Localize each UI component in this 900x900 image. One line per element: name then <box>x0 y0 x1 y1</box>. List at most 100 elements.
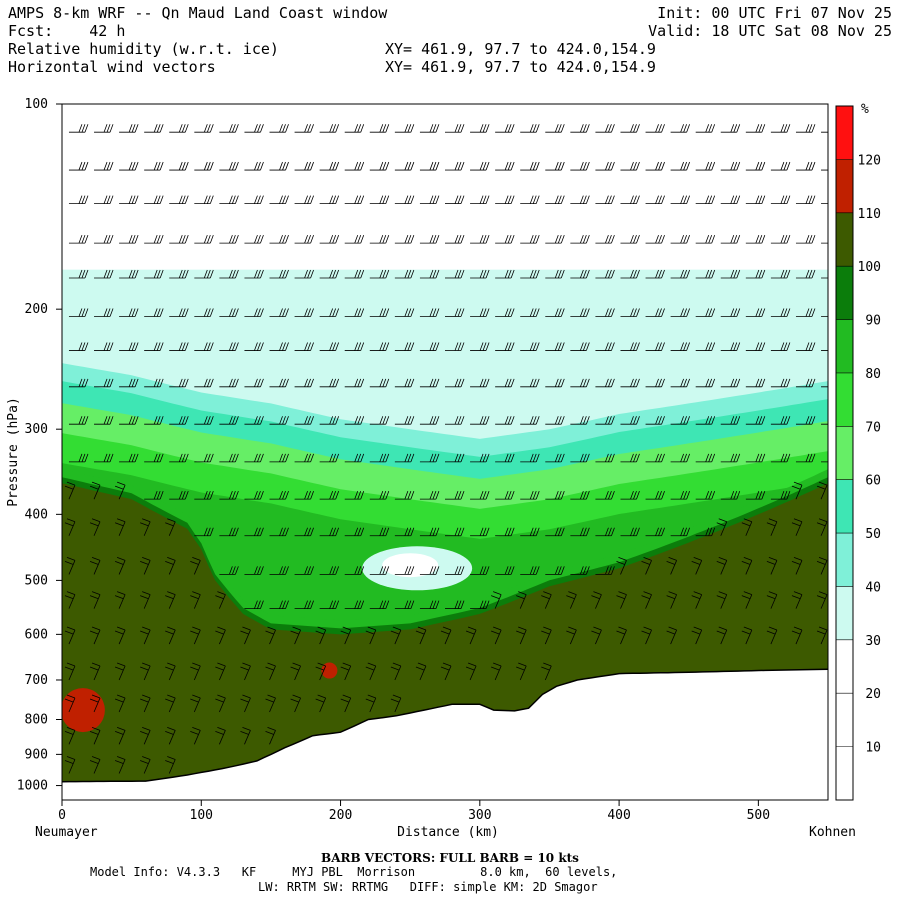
barb-flag <box>608 308 612 317</box>
barb-flag <box>209 416 214 425</box>
barb-flag <box>254 453 258 462</box>
barb-shaft <box>444 629 452 645</box>
barb-flag <box>705 161 710 171</box>
wind-barb <box>620 269 640 279</box>
barb-flag <box>658 453 662 462</box>
barb-flag <box>608 124 612 133</box>
wind-barb <box>140 557 151 575</box>
barb-flag <box>267 626 276 631</box>
wind-barb <box>770 308 791 317</box>
barb-flag <box>217 662 226 667</box>
wind-barb <box>670 195 690 204</box>
barb-flag <box>485 308 490 317</box>
barb-flag <box>279 195 283 204</box>
wind-barb <box>369 308 390 317</box>
barb-flag <box>482 416 487 425</box>
barb-flag <box>181 308 186 317</box>
barb-flag <box>636 234 640 244</box>
barb-flag <box>490 666 500 671</box>
barb-flag <box>661 161 665 171</box>
barb-flag <box>743 518 752 523</box>
barb-flag <box>454 269 459 279</box>
barb-flag <box>507 416 512 425</box>
barb-flag <box>184 161 189 171</box>
barb-flag <box>91 626 101 631</box>
barb-flag <box>560 195 565 204</box>
barb-flag <box>116 591 126 595</box>
barb-flag <box>232 195 236 204</box>
barb-flag <box>541 595 550 599</box>
wind-barb <box>144 308 164 317</box>
barb-flag <box>304 161 308 171</box>
wind-barb <box>114 756 126 774</box>
barb-flag <box>206 161 211 171</box>
wind-barbs <box>64 124 834 774</box>
barb-flag <box>84 342 89 351</box>
wind-barb <box>445 161 465 171</box>
barb-flag <box>593 591 602 595</box>
barb-flag <box>382 308 387 317</box>
barb-flag <box>535 124 540 133</box>
barb-flag <box>282 600 286 609</box>
barb-flag <box>755 234 760 244</box>
wind-barb <box>419 161 440 171</box>
barb-flag <box>315 698 324 703</box>
barb-flag <box>786 161 791 171</box>
barb-flag <box>260 416 264 425</box>
wind-barb <box>770 161 791 171</box>
barb-flag <box>783 269 788 279</box>
barb-flag <box>730 161 735 171</box>
xy-line-2: XY= 461.9, 97.7 to 424.0,154.9 <box>385 58 656 76</box>
barb-flag <box>686 527 690 536</box>
barb-flag <box>279 566 283 575</box>
x-tick-label: 200 <box>329 808 352 823</box>
barb-flag <box>485 161 490 171</box>
barb-flag <box>134 124 139 133</box>
wind-barb <box>265 694 276 713</box>
barb-flag <box>507 234 512 244</box>
wind-barb <box>770 234 791 244</box>
barb-flag <box>282 195 286 204</box>
barb-flag <box>532 161 537 171</box>
barb-flag <box>142 591 151 595</box>
barb-flag <box>560 342 565 351</box>
barb-flag <box>683 195 687 204</box>
barb-flag <box>831 343 834 351</box>
barb-flag <box>203 195 208 204</box>
barb-shaft <box>645 560 652 575</box>
barb-flag <box>636 491 640 500</box>
barb-flag <box>382 269 387 279</box>
barb-flag <box>89 595 99 599</box>
barb-flag <box>683 491 687 500</box>
barb-flag <box>435 269 440 279</box>
barb-flag <box>190 595 199 599</box>
barb-flag <box>708 124 713 133</box>
wind-barb <box>394 416 415 425</box>
wind-barb <box>219 269 239 279</box>
barb-shaft <box>93 484 101 500</box>
barb-shaft <box>118 629 126 645</box>
wind-barb <box>495 161 515 171</box>
barb-flag <box>658 195 662 204</box>
barb-flag <box>633 342 637 351</box>
barb-flag <box>708 453 713 462</box>
barb-flag <box>705 491 710 500</box>
barb-flag <box>557 342 562 351</box>
barb-flag <box>404 195 409 204</box>
barb-shaft <box>219 730 226 745</box>
barb-flag <box>84 453 89 462</box>
barb-flag <box>482 161 487 171</box>
barb-flag <box>109 195 114 204</box>
barb-shaft <box>193 629 201 645</box>
barb-flag <box>131 195 136 204</box>
barb-flag <box>504 491 509 500</box>
barb-flag <box>410 600 415 609</box>
barb-flag <box>585 308 590 317</box>
barb-flag <box>605 161 609 171</box>
barb-flag <box>156 269 161 279</box>
barb-flag <box>290 698 299 703</box>
barb-flag <box>240 666 249 671</box>
wind-barb <box>720 342 741 351</box>
barb-flag <box>382 566 387 575</box>
wind-barb <box>641 557 652 575</box>
